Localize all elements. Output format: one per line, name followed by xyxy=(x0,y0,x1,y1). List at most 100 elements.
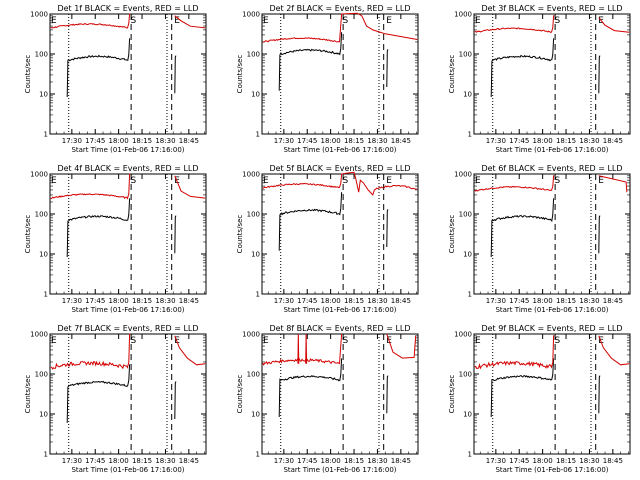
events-series-line xyxy=(598,55,601,94)
x-tick-label: 18:00 xyxy=(321,297,341,305)
lld-series-line xyxy=(262,12,418,43)
x-tick-label: 18:30 xyxy=(155,457,175,465)
y-tick-label: 1 xyxy=(44,131,48,139)
y-tick-label: 1000 xyxy=(30,331,48,339)
plot-frame xyxy=(473,333,631,455)
detector-panel-4: Det 4f BLACK = Events, RED = LLD 1 10 100 10… xyxy=(24,164,207,314)
x-tick-label: 18:15 xyxy=(344,457,364,465)
x-axis-label: Start Time (01-Feb-06 17:16:00) xyxy=(71,146,184,154)
y-tick-label: 100 xyxy=(35,371,48,379)
y-tick-label: 10 xyxy=(251,91,260,99)
x-tick-label: 17:45 xyxy=(297,137,317,145)
marker-S-label: S xyxy=(555,16,561,26)
detector-panel-3: Det 3f BLACK = Events, RED = LLD 1 10 100 10… xyxy=(448,4,631,154)
y-tick-label: 1000 xyxy=(454,331,472,339)
x-axis-label: Start Time (01-Feb-06 17:16:00) xyxy=(283,466,396,474)
x-tick-label: 18:15 xyxy=(556,297,576,305)
x-tick-label: 18:15 xyxy=(132,297,152,305)
y-tick-label: 1000 xyxy=(454,171,472,179)
x-tick-label: 18:30 xyxy=(579,457,599,465)
x-axis-label: Start Time (01-Feb-06 17:16:00) xyxy=(495,466,608,474)
y-tick-label: 10 xyxy=(463,91,472,99)
y-tick-label: 1 xyxy=(256,131,260,139)
y-tick-label: 10 xyxy=(39,91,48,99)
x-axis-label: Start Time (01-Feb-06 17:16:00) xyxy=(495,306,608,314)
marker-E-label: E xyxy=(598,176,604,186)
marker-E-label: E xyxy=(475,336,481,346)
x-tick-label: 18:45 xyxy=(391,457,411,465)
events-series-line xyxy=(386,49,389,88)
marker-S-label: S xyxy=(131,336,137,346)
x-tick-label: 17:45 xyxy=(509,457,529,465)
x-tick-label: 17:45 xyxy=(85,137,105,145)
x-tick-label: 18:00 xyxy=(109,297,129,305)
y-tick-label: 1000 xyxy=(242,11,260,19)
y-tick-label: 1 xyxy=(44,451,48,459)
plot-frame xyxy=(473,13,631,135)
y-axis-label: Counts/sec xyxy=(236,215,244,254)
x-tick-label: 17:45 xyxy=(297,457,317,465)
y-tick-label: 10 xyxy=(39,251,48,259)
plot-frame xyxy=(261,13,419,135)
y-tick-label: 1 xyxy=(468,291,472,299)
x-tick-label: 18:00 xyxy=(321,457,341,465)
x-tick-label: 17:45 xyxy=(509,297,529,305)
plot-frame xyxy=(261,173,419,295)
lld-series-line xyxy=(262,333,343,366)
x-tick-label: 18:30 xyxy=(155,137,175,145)
x-tick-label: 18:15 xyxy=(132,137,152,145)
x-tick-label: 18:45 xyxy=(603,457,623,465)
y-axis-label: Counts/sec xyxy=(448,55,456,94)
detector-panel-2: Det 2f BLACK = Events, RED = LLD 1 10 100 10… xyxy=(236,4,419,154)
y-tick-label: 10 xyxy=(39,411,48,419)
events-series-line xyxy=(66,364,131,423)
y-tick-label: 100 xyxy=(459,51,472,59)
y-tick-label: 1 xyxy=(44,291,48,299)
x-tick-label: 18:15 xyxy=(344,297,364,305)
x-tick-label: 18:15 xyxy=(556,457,576,465)
panel-title: Det 2f BLACK = Events, RED = LLD xyxy=(269,4,410,13)
y-axis-label: Counts/sec xyxy=(24,375,32,414)
y-tick-label: 10 xyxy=(251,251,260,259)
panel-title: Det 9f BLACK = Events, RED = LLD xyxy=(481,324,622,333)
lld-series-line xyxy=(262,171,417,196)
y-tick-label: 1000 xyxy=(454,11,472,19)
marker-E-label: E xyxy=(263,176,269,186)
x-tick-label: 17:45 xyxy=(85,297,105,305)
events-series-line xyxy=(490,198,555,258)
y-tick-label: 1000 xyxy=(242,331,260,339)
y-tick-label: 1 xyxy=(256,451,260,459)
plot-frame xyxy=(49,333,207,455)
y-tick-label: 100 xyxy=(459,371,472,379)
y-tick-label: 1 xyxy=(256,291,260,299)
panel-title: Det 6f BLACK = Events, RED = LLD xyxy=(481,164,622,173)
detector-panel-7: Det 7f BLACK = Events, RED = LLD 1 10 100 10… xyxy=(24,324,207,474)
lld-series-line xyxy=(50,13,131,29)
lld-series-line xyxy=(50,333,131,370)
lld-series-line xyxy=(386,333,417,359)
x-tick-label: 18:45 xyxy=(179,137,199,145)
detector-panel-5: Det 5f BLACK = Events, RED = LLD 1 10 100 10… xyxy=(236,164,419,314)
y-tick-label: 10 xyxy=(251,411,260,419)
y-tick-label: 100 xyxy=(35,51,48,59)
x-tick-label: 17:30 xyxy=(62,457,82,465)
lld-series-line xyxy=(598,175,628,193)
y-axis-label: Counts/sec xyxy=(448,375,456,414)
marker-E-label: E xyxy=(51,336,57,346)
x-tick-label: 18:00 xyxy=(533,297,553,305)
events-series-line xyxy=(174,55,177,94)
marker-S-label: S xyxy=(555,176,561,186)
events-series-line xyxy=(174,381,177,420)
x-tick-label: 18:15 xyxy=(556,137,576,145)
detector-panel-9: Det 9f BLACK = Events, RED = LLD 1 10 100 10… xyxy=(448,324,631,474)
x-tick-label: 18:45 xyxy=(179,457,199,465)
y-tick-label: 1 xyxy=(468,131,472,139)
y-tick-label: 100 xyxy=(247,211,260,219)
plot-frame xyxy=(473,173,631,295)
y-axis-label: Counts/sec xyxy=(24,215,32,254)
panel-title: Det 4f BLACK = Events, RED = LLD xyxy=(57,164,198,173)
x-tick-label: 18:45 xyxy=(179,297,199,305)
panel-title: Det 8f BLACK = Events, RED = LLD xyxy=(269,324,410,333)
x-axis-label: Start Time (01-Feb-06 17:16:00) xyxy=(283,146,396,154)
x-tick-label: 18:30 xyxy=(367,297,387,305)
